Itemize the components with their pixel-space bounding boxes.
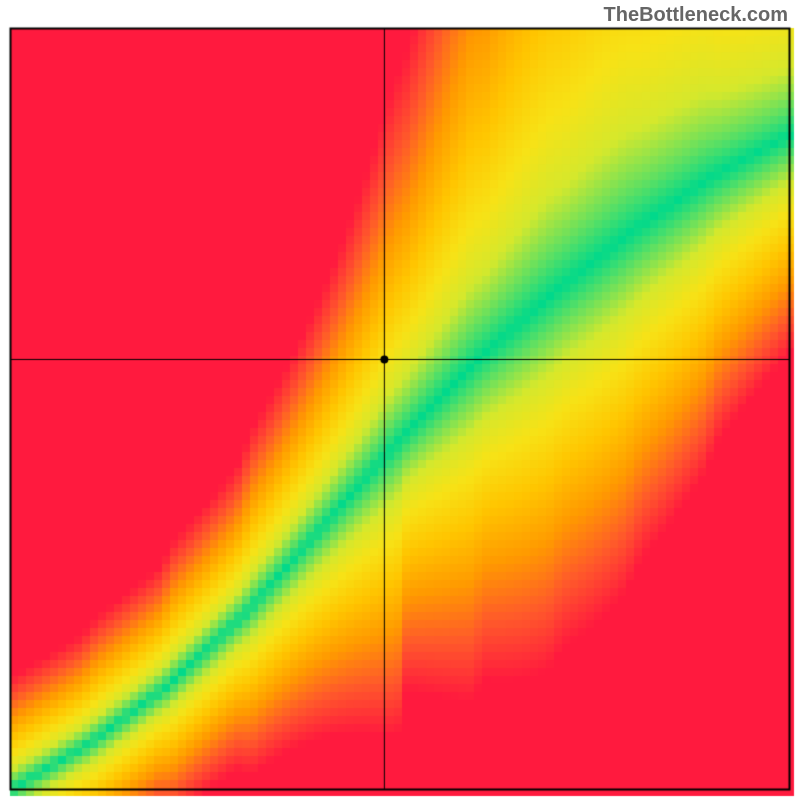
watermark-text: TheBottleneck.com xyxy=(604,4,788,27)
bottleneck-heatmap xyxy=(0,0,800,800)
